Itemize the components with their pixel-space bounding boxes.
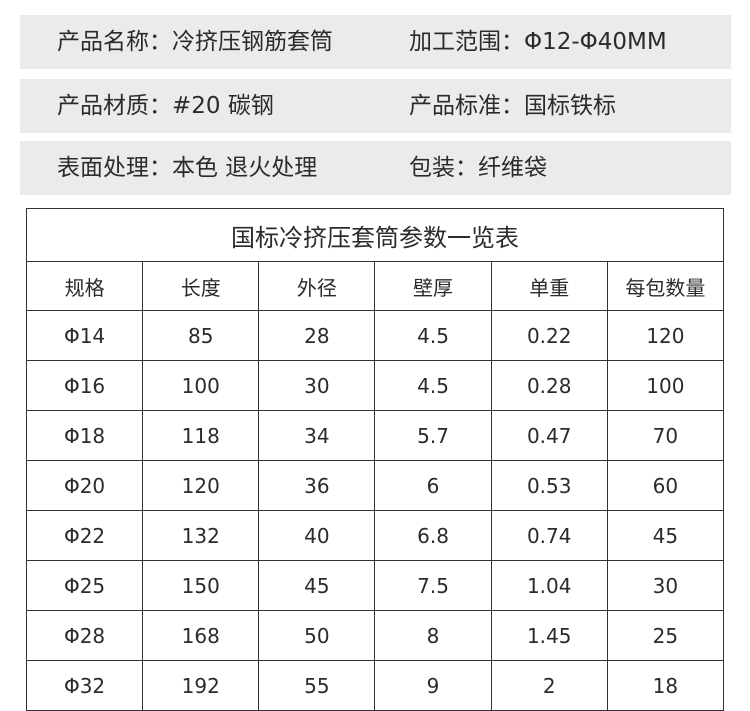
- cell-spec: Φ28: [25, 610, 144, 661]
- header-pack-quantity: 每包数量: [606, 261, 725, 311]
- table-row: Φ25 150 45 7.5 1.04 30: [25, 560, 725, 611]
- cell-outer-diameter: 28: [258, 310, 376, 361]
- cell-wall-thickness: 4.5: [374, 360, 492, 411]
- cell-length: 150: [142, 560, 260, 611]
- cell-wall-thickness: 6.8: [374, 510, 492, 561]
- info-band-2: 产品材质：#20 碳钢 产品标准：国标铁标: [20, 79, 731, 133]
- table-header-row: 规格 长度 外径 壁厚 单重 每包数量: [25, 261, 725, 311]
- packaging: 包装：纤维袋: [409, 155, 547, 181]
- cell-wall-thickness: 9: [374, 660, 492, 711]
- cell-spec: Φ32: [25, 660, 144, 711]
- table-row: Φ32 192 55 9 2 18: [25, 660, 725, 711]
- table-row: Φ20 120 36 6 0.53 60: [25, 460, 725, 511]
- cell-length: 168: [142, 610, 260, 661]
- cell-pack-quantity: 18: [606, 660, 725, 711]
- cell-unit-weight: 0.28: [490, 360, 608, 411]
- table-row: Φ28 168 50 8 1.45 25: [25, 610, 725, 661]
- cell-unit-weight: 0.53: [490, 460, 608, 511]
- cell-pack-quantity: 45: [606, 510, 725, 561]
- product-name: 产品名称：冷挤压钢筋套筒: [57, 29, 333, 55]
- cell-spec: Φ14: [25, 310, 144, 361]
- cell-pack-quantity: 120: [606, 310, 725, 361]
- cell-outer-diameter: 36: [258, 460, 376, 511]
- cell-spec: Φ22: [25, 510, 144, 561]
- cell-length: 120: [142, 460, 260, 511]
- cell-outer-diameter: 55: [258, 660, 376, 711]
- cell-spec: Φ18: [25, 410, 144, 461]
- processing-range: 加工范围：Φ12-Φ40MM: [409, 29, 667, 55]
- cell-unit-weight: 1.04: [490, 560, 608, 611]
- product-standard: 产品标准：国标铁标: [409, 93, 616, 119]
- table-row: Φ18 118 34 5.7 0.47 70: [25, 410, 725, 461]
- table-title: 国标冷挤压套筒参数一览表: [26, 208, 724, 262]
- cell-wall-thickness: 6: [374, 460, 492, 511]
- info-band-3: 表面处理：本色 退火处理 包装：纤维袋: [20, 141, 731, 195]
- cell-unit-weight: 0.47: [490, 410, 608, 461]
- cell-unit-weight: 1.45: [490, 610, 608, 661]
- cell-unit-weight: 2: [490, 660, 608, 711]
- header-length: 长度: [142, 261, 260, 311]
- table-row: Φ22 132 40 6.8 0.74 45: [25, 510, 725, 561]
- cell-length: 100: [142, 360, 260, 411]
- cell-unit-weight: 0.74: [490, 510, 608, 561]
- cell-wall-thickness: 5.7: [374, 410, 492, 461]
- info-band-1: 产品名称：冷挤压钢筋套筒 加工范围：Φ12-Φ40MM: [20, 15, 731, 69]
- cell-pack-quantity: 25: [606, 610, 725, 661]
- cell-outer-diameter: 30: [258, 360, 376, 411]
- header-outer-diameter: 外径: [258, 261, 376, 311]
- cell-length: 132: [142, 510, 260, 561]
- header-wall-thickness: 壁厚: [374, 261, 492, 311]
- table-row: Φ16 100 30 4.5 0.28 100: [25, 360, 725, 411]
- cell-length: 85: [142, 310, 260, 361]
- cell-wall-thickness: 7.5: [374, 560, 492, 611]
- parameter-table: 国标冷挤压套筒参数一览表 规格 长度 外径 壁厚 单重 每包数量 Φ14 85 28…: [25, 208, 725, 711]
- cell-length: 192: [142, 660, 260, 711]
- surface-treatment: 表面处理：本色 退火处理: [57, 155, 318, 181]
- cell-pack-quantity: 70: [606, 410, 725, 461]
- cell-wall-thickness: 4.5: [374, 310, 492, 361]
- cell-outer-diameter: 40: [258, 510, 376, 561]
- cell-pack-quantity: 30: [606, 560, 725, 611]
- cell-spec: Φ20: [25, 460, 144, 511]
- cell-pack-quantity: 100: [606, 360, 725, 411]
- cell-wall-thickness: 8: [374, 610, 492, 661]
- cell-outer-diameter: 45: [258, 560, 376, 611]
- cell-outer-diameter: 34: [258, 410, 376, 461]
- cell-spec: Φ25: [25, 560, 144, 611]
- cell-unit-weight: 0.22: [490, 310, 608, 361]
- product-material: 产品材质：#20 碳钢: [57, 93, 274, 119]
- cell-outer-diameter: 50: [258, 610, 376, 661]
- header-spec: 规格: [25, 261, 144, 311]
- header-unit-weight: 单重: [490, 261, 608, 311]
- cell-length: 118: [142, 410, 260, 461]
- cell-pack-quantity: 60: [606, 460, 725, 511]
- cell-spec: Φ16: [25, 360, 144, 411]
- table-row: Φ14 85 28 4.5 0.22 120: [25, 310, 725, 361]
